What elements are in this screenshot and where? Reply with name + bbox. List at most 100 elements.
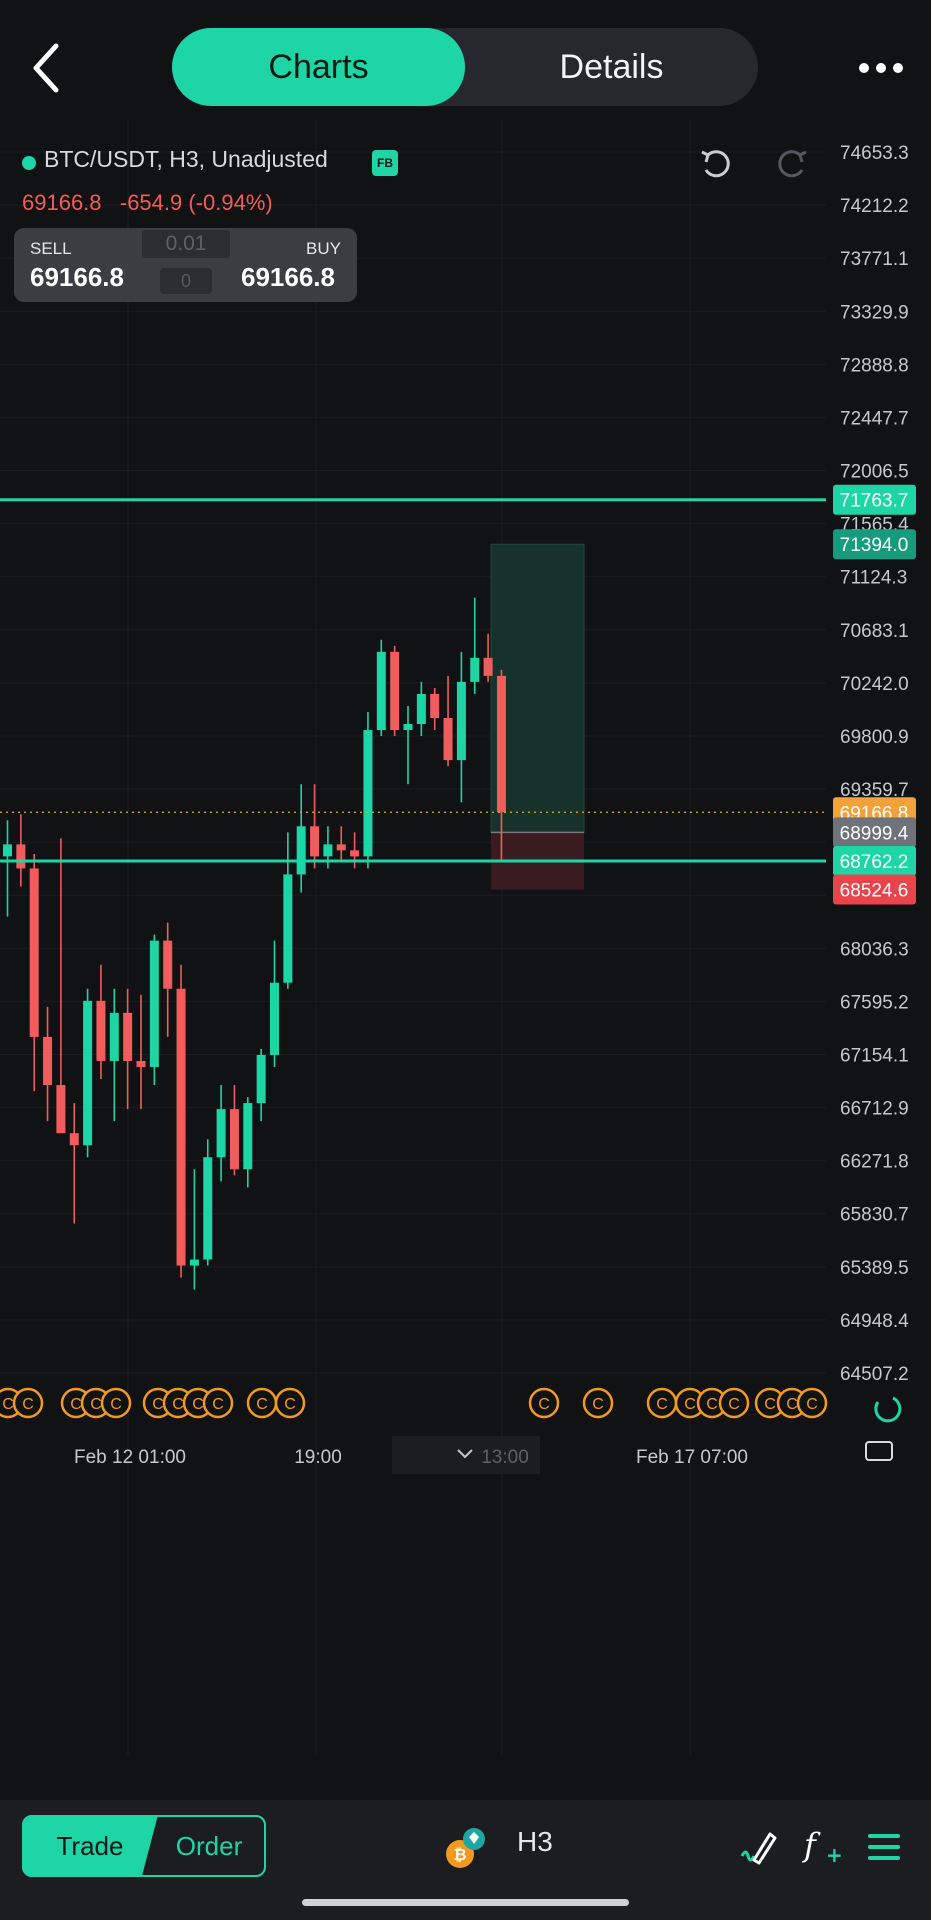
period-selector[interactable]: H3 — [517, 1826, 553, 1857]
quantity-input[interactable]: 0.01 — [142, 230, 230, 258]
candle-body — [283, 874, 293, 983]
candle-body — [229, 1109, 239, 1170]
event-c-icon: C — [22, 1396, 34, 1413]
fb-badge: FB — [372, 150, 398, 176]
price-tag-label: 68999.4 — [840, 823, 909, 844]
candle-body — [256, 1054, 266, 1104]
reset-icon[interactable] — [874, 1396, 902, 1423]
event-c-icon: C — [192, 1396, 204, 1413]
event-c-icon: C — [656, 1396, 668, 1413]
candle-body — [109, 1012, 119, 1061]
x-tick-label: 19:00 — [294, 1447, 342, 1468]
indicator-fx-icon: f + — [802, 1826, 843, 1867]
indicators-button[interactable]: f + — [802, 1824, 844, 1868]
draw-tool-button[interactable] — [738, 1826, 778, 1866]
layout-icon[interactable] — [865, 1441, 893, 1461]
undo-button[interactable] — [698, 146, 734, 182]
svg-text:₿: ₿ — [453, 1845, 466, 1864]
chevron-left-icon — [33, 43, 59, 93]
back-button[interactable] — [28, 40, 68, 96]
event-c-icon: C — [172, 1396, 184, 1413]
order-button[interactable]: Order — [175, 1830, 243, 1861]
redo-button[interactable] — [774, 146, 810, 182]
price-chart[interactable]: 74653.3 74212.2 73771.1 73329.9 72888.8 72447… — [0, 120, 931, 1760]
tab-charts[interactable]: Charts — [172, 28, 465, 106]
candle-body — [483, 657, 493, 676]
candle-body — [310, 826, 320, 857]
y-tick-label: 72888.8 — [840, 355, 909, 376]
candle-body — [149, 940, 159, 1067]
y-tick-label: 68036.3 — [840, 939, 909, 960]
y-tick-label: 66712.9 — [840, 1099, 909, 1120]
y-tick-label: 67154.1 — [840, 1045, 909, 1066]
candle-body — [363, 730, 373, 857]
draw-icon — [740, 1832, 777, 1865]
candle-body — [323, 844, 333, 857]
y-tick-label: 74653.3 — [840, 143, 909, 164]
event-marker[interactable] — [528, 1387, 560, 1419]
price-tag — [833, 484, 916, 515]
tab-details[interactable]: Details — [559, 47, 664, 86]
y-tick-label: 65389.5 — [840, 1258, 909, 1279]
sell-label[interactable]: SELL — [30, 239, 72, 258]
event-marker[interactable] — [100, 1387, 132, 1419]
y-tick-label: 64948.4 — [840, 1311, 909, 1332]
event-c-icon: C — [110, 1396, 122, 1413]
price-tag-label: 68762.2 — [840, 852, 909, 873]
event-c-icon: C — [764, 1396, 776, 1413]
buy-price[interactable]: 69166.8 — [241, 262, 335, 292]
candle-body — [470, 657, 480, 682]
event-marker[interactable] — [12, 1387, 44, 1419]
y-tick-label: 64507.2 — [840, 1364, 909, 1385]
y-tick-label: 69800.9 — [840, 727, 909, 748]
x-tick-label: Feb 17 07:00 — [636, 1447, 748, 1468]
sell-price[interactable]: 69166.8 — [30, 262, 124, 292]
reset-icon-arc — [874, 1396, 902, 1423]
event-marker[interactable] — [796, 1387, 828, 1419]
candle-body — [376, 651, 386, 731]
event-marker[interactable] — [274, 1387, 306, 1419]
menu-button[interactable] — [866, 1830, 902, 1864]
price-tag — [833, 845, 916, 876]
candle-body — [189, 1259, 199, 1266]
svg-text:+: + — [826, 1843, 843, 1867]
candle-body — [243, 1103, 253, 1170]
event-c-icon: C — [684, 1396, 696, 1413]
bitcoin-icon: ₿ — [446, 1828, 485, 1868]
coin-selector[interactable]: ₿ — [442, 1826, 494, 1872]
menu-icon — [868, 1834, 900, 1860]
candle-body — [3, 844, 12, 857]
event-c-icon: C — [212, 1396, 224, 1413]
more-button[interactable] — [856, 50, 906, 86]
buy-label[interactable]: BUY — [306, 239, 341, 258]
event-c-icon: C — [90, 1396, 102, 1413]
candle-body — [496, 675, 506, 813]
symbol-info[interactable]: BTC/USDT, H3, Unadjusted — [44, 146, 328, 172]
event-c-icon: C — [728, 1396, 740, 1413]
event-c-icon: C — [70, 1396, 82, 1413]
chevron-down-icon[interactable] — [457, 1449, 473, 1459]
undo-icon — [701, 150, 730, 178]
price-change-line: 69166.8 -654.9 (-0.94%) — [22, 190, 273, 216]
candle-body — [430, 693, 440, 719]
event-marker[interactable] — [202, 1387, 234, 1419]
home-indicator — [302, 1899, 629, 1906]
price-tag-label: 71394.0 — [840, 535, 909, 556]
candle-body — [123, 1012, 133, 1061]
candle-body — [43, 1036, 53, 1086]
event-c-icon: C — [2, 1396, 14, 1413]
candle-body — [203, 1157, 213, 1260]
more-dots-icon — [859, 63, 903, 73]
event-marker[interactable] — [718, 1387, 750, 1419]
x-tick-label: Feb 12 01:00 — [74, 1447, 186, 1468]
candle-body — [163, 940, 173, 989]
event-c-icon: C — [538, 1396, 550, 1413]
trade-button[interactable]: Trade — [22, 1815, 158, 1877]
y-tick-label: 70683.1 — [840, 621, 909, 642]
candle-body — [443, 718, 453, 761]
price-tag — [833, 817, 916, 848]
y-tick-label: 72006.5 — [840, 462, 909, 483]
event-marker[interactable] — [582, 1387, 614, 1419]
svg-text:f: f — [802, 1826, 821, 1864]
event-c-icon: C — [152, 1396, 164, 1413]
